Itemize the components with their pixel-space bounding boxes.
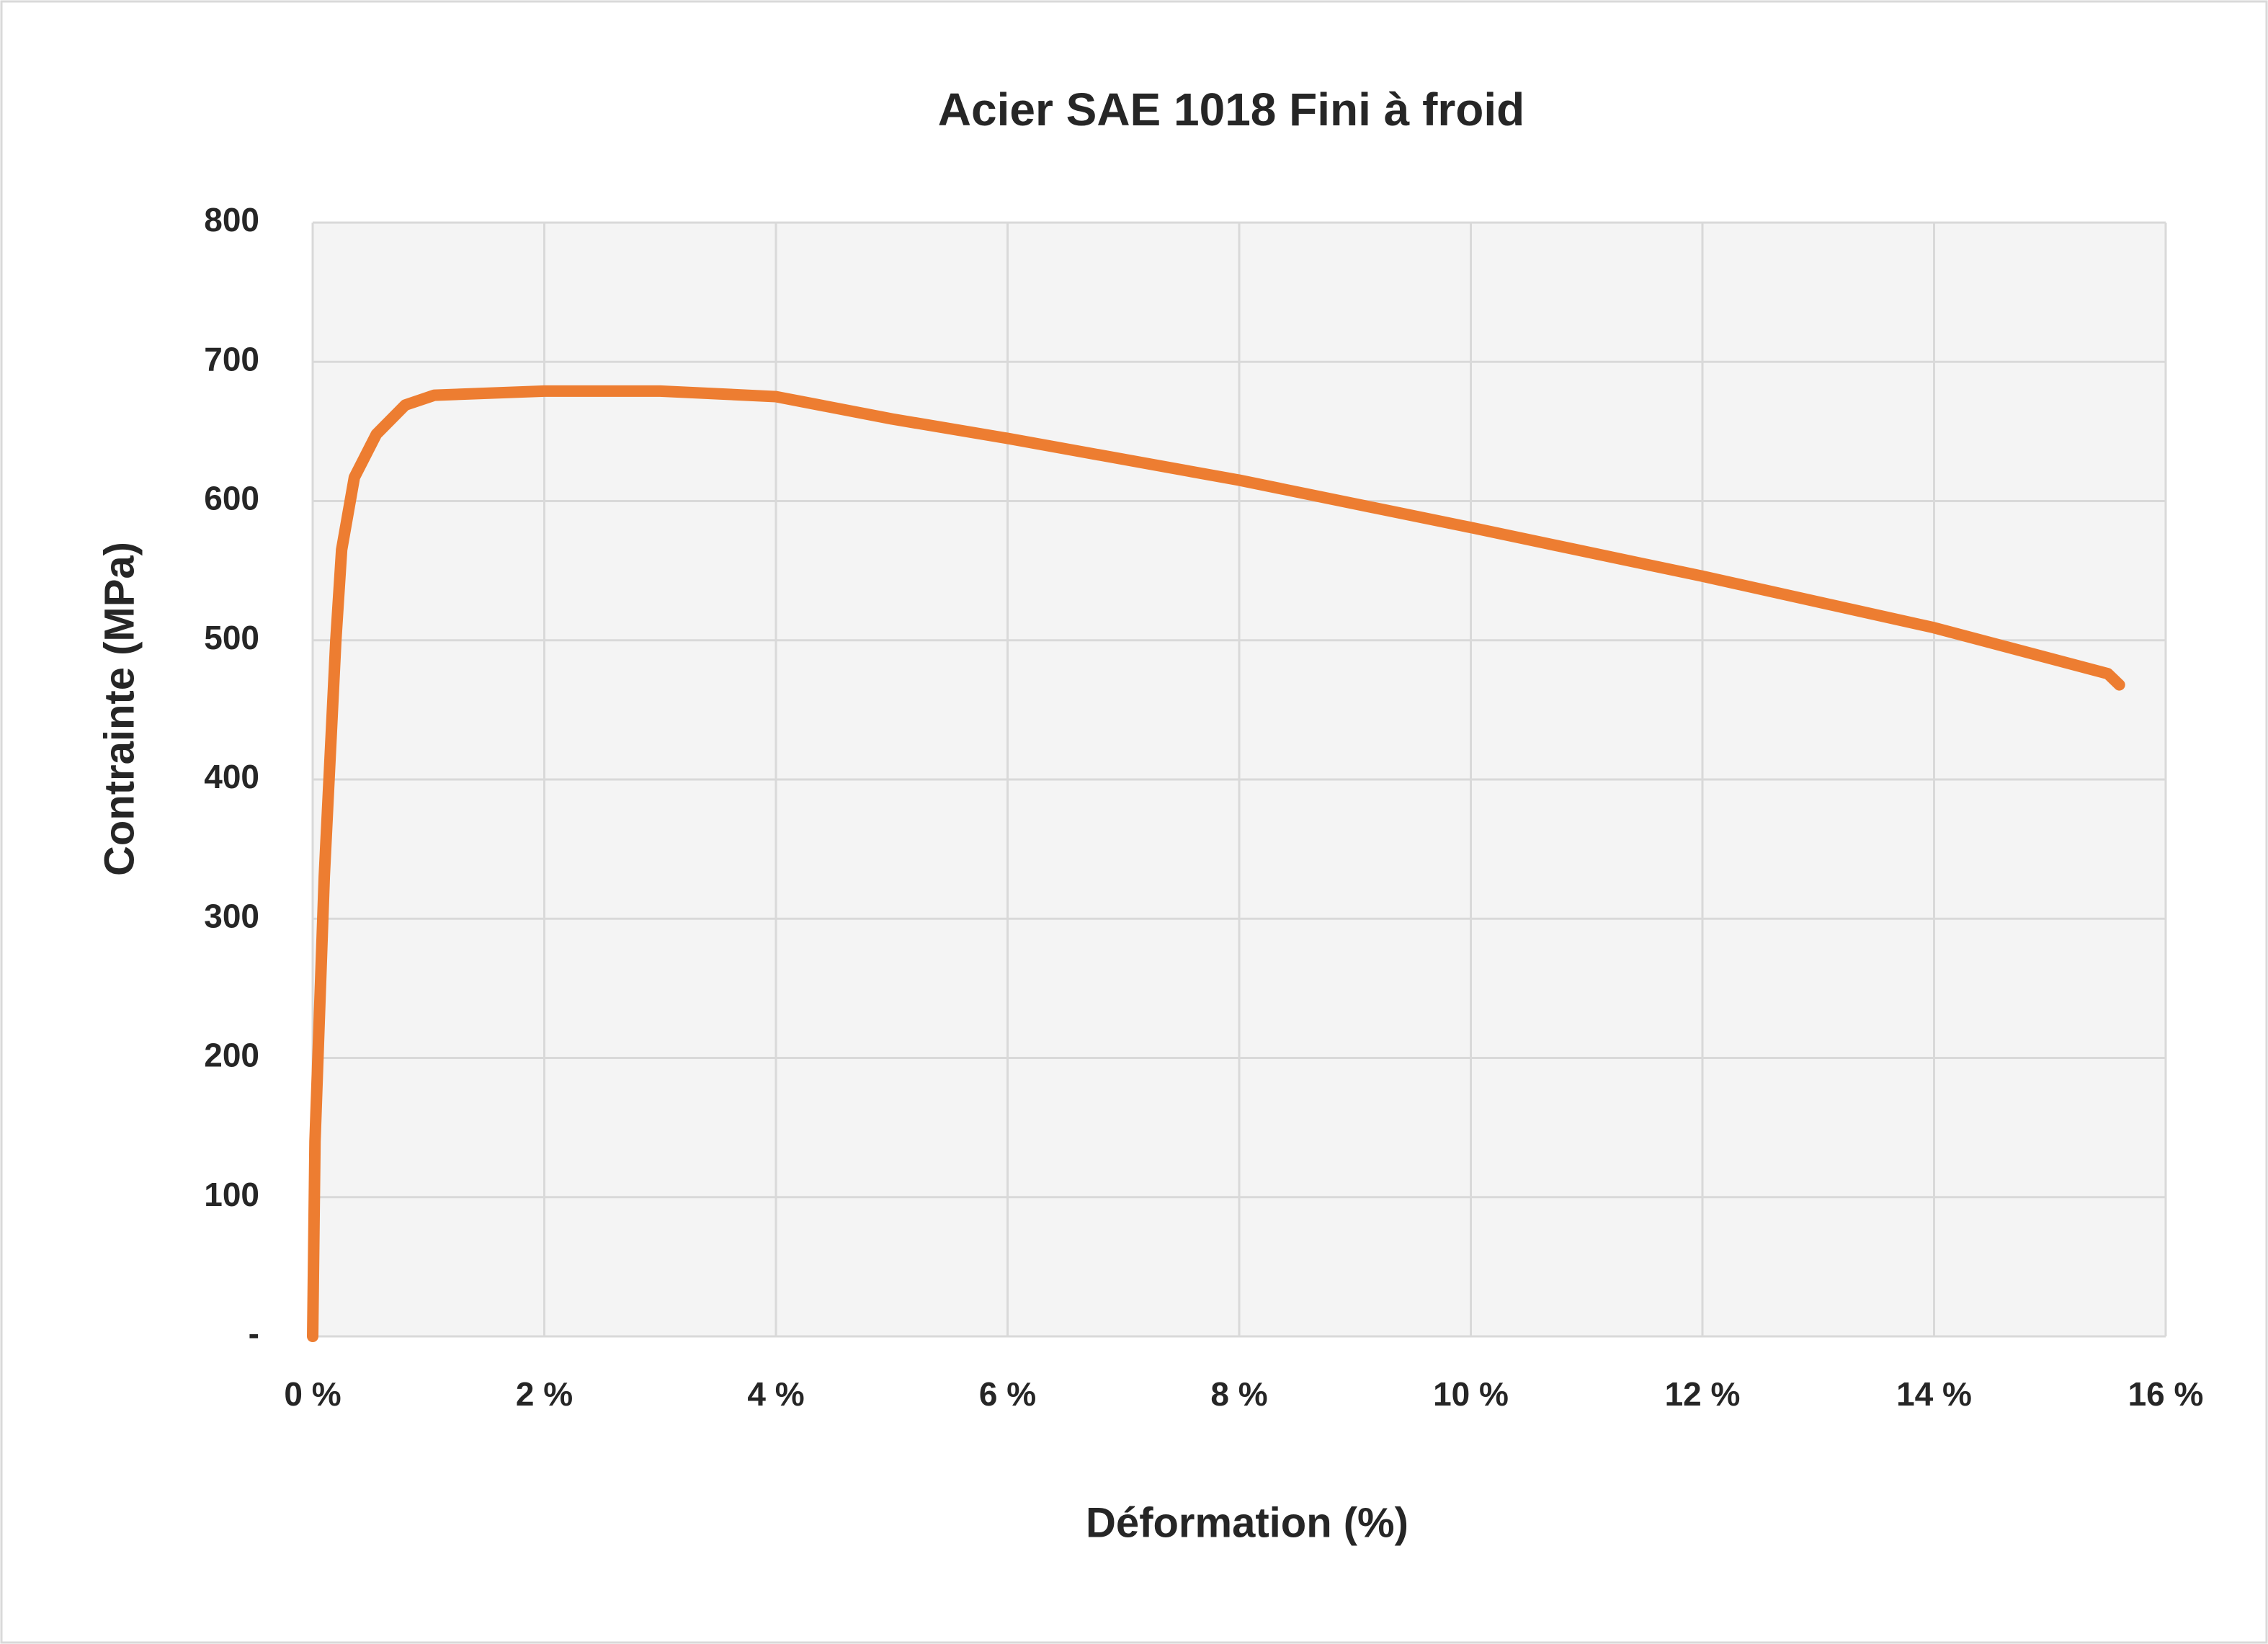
y-tick-label: 800 xyxy=(204,201,259,238)
x-tick-label: 10 % xyxy=(1433,1375,1509,1413)
y-tick-label: 200 xyxy=(204,1037,259,1074)
x-tick-label: 8 % xyxy=(1210,1375,1267,1413)
x-tick-label: 0 % xyxy=(284,1375,341,1413)
y-tick-label: 600 xyxy=(204,480,259,517)
y-tick-label: 100 xyxy=(204,1176,259,1213)
x-tick-label: 14 % xyxy=(1896,1375,1972,1413)
x-tick-label: 6 % xyxy=(979,1375,1036,1413)
y-tick-label: 300 xyxy=(204,897,259,934)
x-tick-label: 4 % xyxy=(747,1375,804,1413)
data-line xyxy=(307,385,2125,1342)
y-tick-label: - xyxy=(249,1315,259,1352)
x-tick-label: 16 % xyxy=(2128,1375,2204,1413)
x-tick-label: 12 % xyxy=(1665,1375,1741,1413)
y-axis-label: Contrainte (MPa) xyxy=(96,542,143,876)
chart-title: Acier SAE 1018 Fini à froid xyxy=(938,84,1525,135)
y-tick-label: 500 xyxy=(204,619,259,656)
x-tick-label: 2 % xyxy=(516,1375,573,1413)
x-axis-label: Déformation (%) xyxy=(1086,1499,1408,1546)
y-tick-label: 400 xyxy=(204,758,259,795)
y-tick-label: 700 xyxy=(204,340,259,378)
